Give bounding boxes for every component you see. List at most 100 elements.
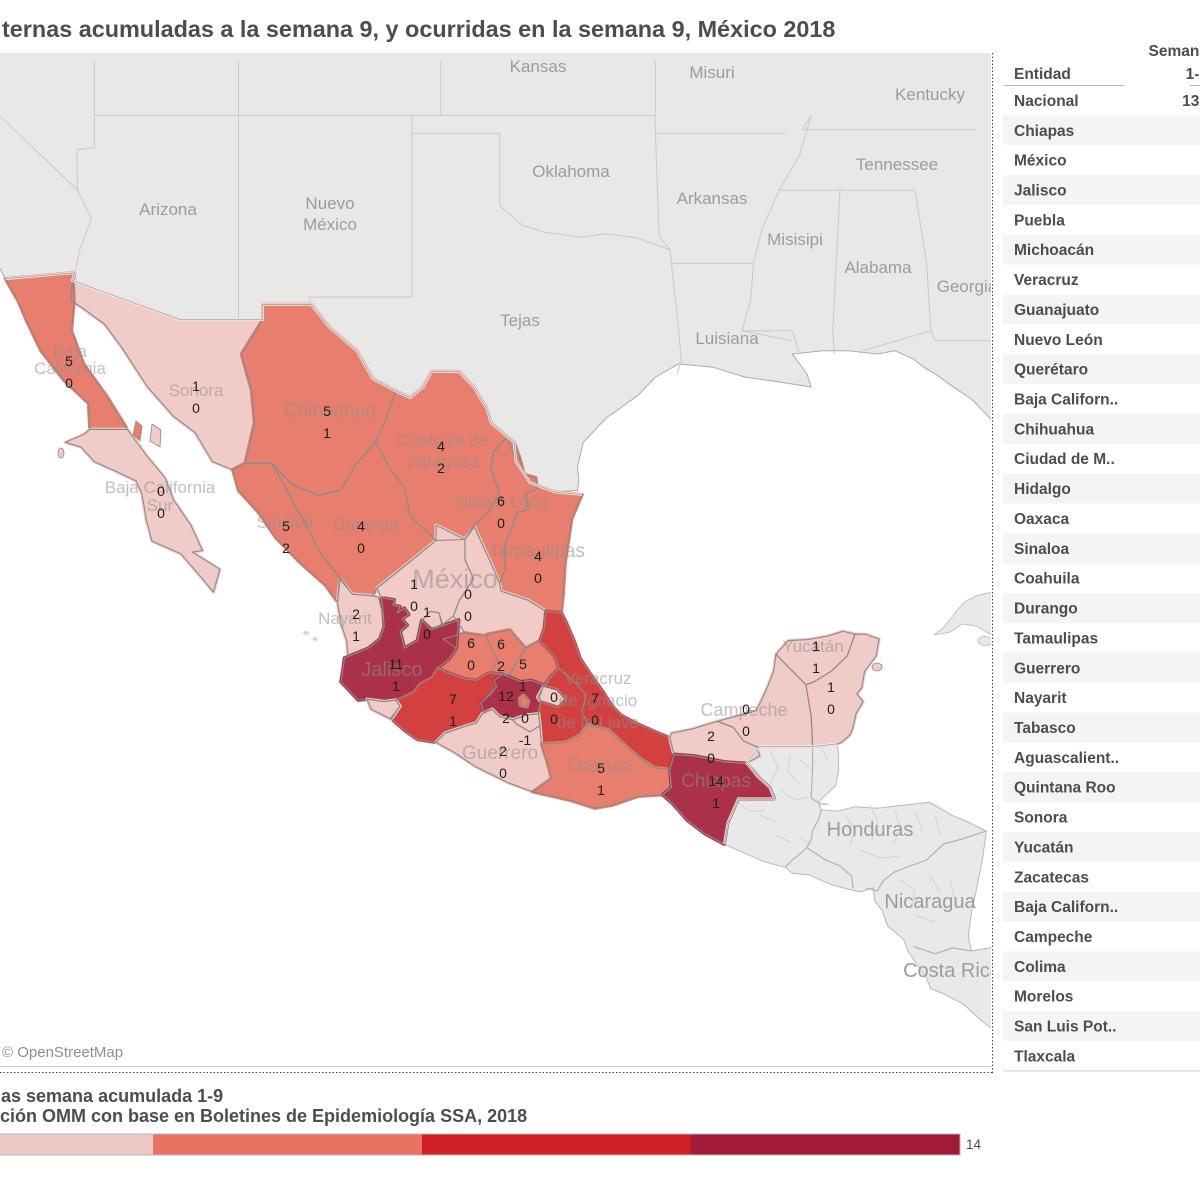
svg-text:7: 7 [449, 691, 457, 707]
svg-text:Baja Californ..: Baja Californ.. [1014, 899, 1118, 916]
svg-text:© OpenStreetMap: © OpenStreetMap [2, 1044, 123, 1061]
svg-text:1: 1 [812, 660, 820, 676]
svg-text:2: 2 [437, 460, 445, 476]
svg-text:Oaxaca: Oaxaca [567, 756, 633, 777]
svg-text:0: 0 [157, 505, 165, 521]
svg-text:Ciudad de M..: Ciudad de M.. [1014, 451, 1115, 468]
svg-text:Nacional: Nacional [1014, 93, 1079, 110]
svg-text:1: 1 [410, 576, 418, 592]
svg-text:Yucatán: Yucatán [1014, 839, 1073, 856]
svg-text:Alabama: Alabama [844, 258, 912, 277]
svg-text:1-9: 1-9 [1186, 66, 1200, 83]
svg-text:Campeche: Campeche [1014, 929, 1093, 946]
svg-text:Baja California: Baja California [105, 478, 216, 497]
svg-text:Tamaulipas: Tamaulipas [1014, 630, 1098, 647]
svg-text:4: 4 [437, 438, 445, 454]
svg-text:4: 4 [357, 518, 365, 534]
svg-text:6: 6 [467, 635, 475, 651]
svg-text:Colima: Colima [1014, 959, 1066, 976]
svg-text:ción OMM con base en Boletines: ción OMM con base en Boletines de Epidem… [0, 1106, 527, 1126]
svg-text:Arkansas: Arkansas [677, 189, 748, 208]
svg-text:México: México [303, 215, 357, 234]
svg-text:0: 0 [827, 701, 835, 717]
svg-text:Nuevo León: Nuevo León [456, 492, 548, 511]
svg-text:2: 2 [497, 658, 505, 674]
svg-text:Tlaxcala: Tlaxcala [1014, 1048, 1076, 1065]
svg-text:1: 1 [352, 628, 360, 644]
svg-text:0: 0 [65, 375, 73, 391]
svg-text:2: 2 [282, 540, 290, 556]
svg-text:2: 2 [707, 728, 715, 744]
svg-text:7: 7 [591, 690, 599, 706]
svg-text:6: 6 [497, 636, 505, 652]
svg-text:4: 4 [534, 548, 542, 564]
svg-text:México: México [412, 564, 498, 594]
svg-text:0: 0 [157, 483, 165, 499]
svg-text:1: 1 [812, 638, 820, 654]
svg-text:1: 1 [712, 795, 720, 811]
svg-text:de Ignacio: de Ignacio [559, 691, 637, 710]
svg-text:Misisipi: Misisipi [767, 230, 823, 249]
svg-text:as semana acumulada 1-9: as semana acumulada 1-9 [1, 1086, 223, 1106]
svg-text:Zaragoza: Zaragoza [407, 452, 479, 471]
svg-text:Morelos: Morelos [1014, 989, 1073, 1006]
svg-text:Sonora: Sonora [169, 381, 224, 400]
svg-text:Chiapas: Chiapas [681, 771, 751, 792]
svg-text:0: 0 [497, 515, 505, 531]
svg-text:Guerrero: Guerrero [462, 743, 538, 764]
svg-text:Querétaro: Querétaro [1014, 362, 1088, 379]
svg-text:2: 2 [352, 606, 360, 622]
svg-text:Arizona: Arizona [139, 200, 197, 219]
svg-text:0: 0 [423, 626, 431, 642]
svg-text:0: 0 [410, 598, 418, 614]
svg-text:Oklahoma: Oklahoma [532, 162, 610, 181]
svg-text:Guanajuato: Guanajuato [1014, 302, 1099, 319]
svg-text:Aguascalient..: Aguascalient.. [1014, 750, 1119, 767]
svg-text:Sinaloa: Sinaloa [1014, 541, 1070, 558]
svg-text:Honduras: Honduras [827, 819, 914, 841]
svg-text:Tejas: Tejas [500, 311, 540, 330]
svg-text:California: California [34, 359, 106, 378]
svg-text:Durango: Durango [1014, 601, 1078, 618]
svg-text:Baja Californ..: Baja Californ.. [1014, 392, 1118, 409]
svg-text:Tennessee: Tennessee [856, 155, 938, 174]
svg-text:Chihuahua: Chihuahua [1014, 421, 1094, 438]
svg-text:Veracruz: Veracruz [1014, 272, 1079, 289]
svg-text:Puebla: Puebla [1014, 212, 1065, 229]
svg-text:Coahuila de: Coahuila de [398, 431, 489, 450]
svg-text:1: 1 [827, 679, 835, 695]
svg-text:1: 1 [597, 782, 605, 798]
svg-text:5: 5 [519, 656, 527, 672]
svg-text:Jalisco: Jalisco [1014, 183, 1067, 200]
svg-text:México: México [1014, 153, 1067, 170]
svg-text:1: 1 [392, 678, 400, 694]
svg-text:Michoacán: Michoacán [1014, 242, 1094, 259]
svg-text:Sinaloa: Sinaloa [257, 513, 314, 532]
svg-text:Campeche: Campeche [700, 700, 787, 720]
svg-text:11: 11 [389, 656, 404, 672]
svg-text:Nicaragua: Nicaragua [884, 891, 976, 913]
svg-text:14: 14 [708, 773, 724, 789]
svg-text:12: 12 [498, 688, 514, 704]
svg-text:Chiapas: Chiapas [1014, 123, 1074, 140]
svg-text:Oaxaca: Oaxaca [1014, 511, 1070, 528]
svg-text:5: 5 [323, 403, 331, 419]
svg-text:Nayarit: Nayarit [318, 609, 372, 628]
svg-text:de la Llave: de la Llave [557, 713, 639, 732]
svg-text:0: 0 [357, 540, 365, 556]
svg-text:-1: -1 [519, 732, 532, 748]
svg-text:131: 131 [1182, 93, 1200, 110]
svg-text:1: 1 [519, 678, 527, 694]
svg-text:2: 2 [499, 743, 507, 759]
svg-text:Nuevo: Nuevo [305, 194, 354, 213]
svg-text:Costa Rica: Costa Rica [903, 960, 1002, 982]
svg-text:Chihuahua: Chihuahua [284, 401, 376, 422]
svg-text:0: 0 [742, 723, 750, 739]
svg-text:5: 5 [597, 760, 605, 776]
svg-text:Kentucky: Kentucky [895, 85, 965, 104]
svg-text:0: 0 [550, 711, 558, 727]
svg-text:0: 0 [534, 570, 542, 586]
svg-text:Veracruz: Veracruz [564, 669, 631, 688]
svg-text:San Luis Pot..: San Luis Pot.. [1014, 1019, 1116, 1036]
svg-text:Nuevo León: Nuevo León [1014, 332, 1103, 349]
